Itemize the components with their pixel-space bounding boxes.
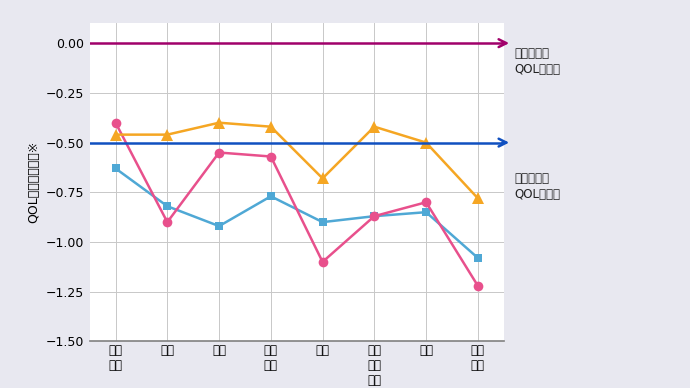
Text: 意味のある
QOLの低下: 意味のある QOLの低下 [514, 172, 560, 201]
Y-axis label: QOLの障害の程度※: QOLの障害の程度※ [27, 141, 40, 223]
Text: 一般集団の
QOLレベル: 一般集団の QOLレベル [514, 47, 560, 76]
